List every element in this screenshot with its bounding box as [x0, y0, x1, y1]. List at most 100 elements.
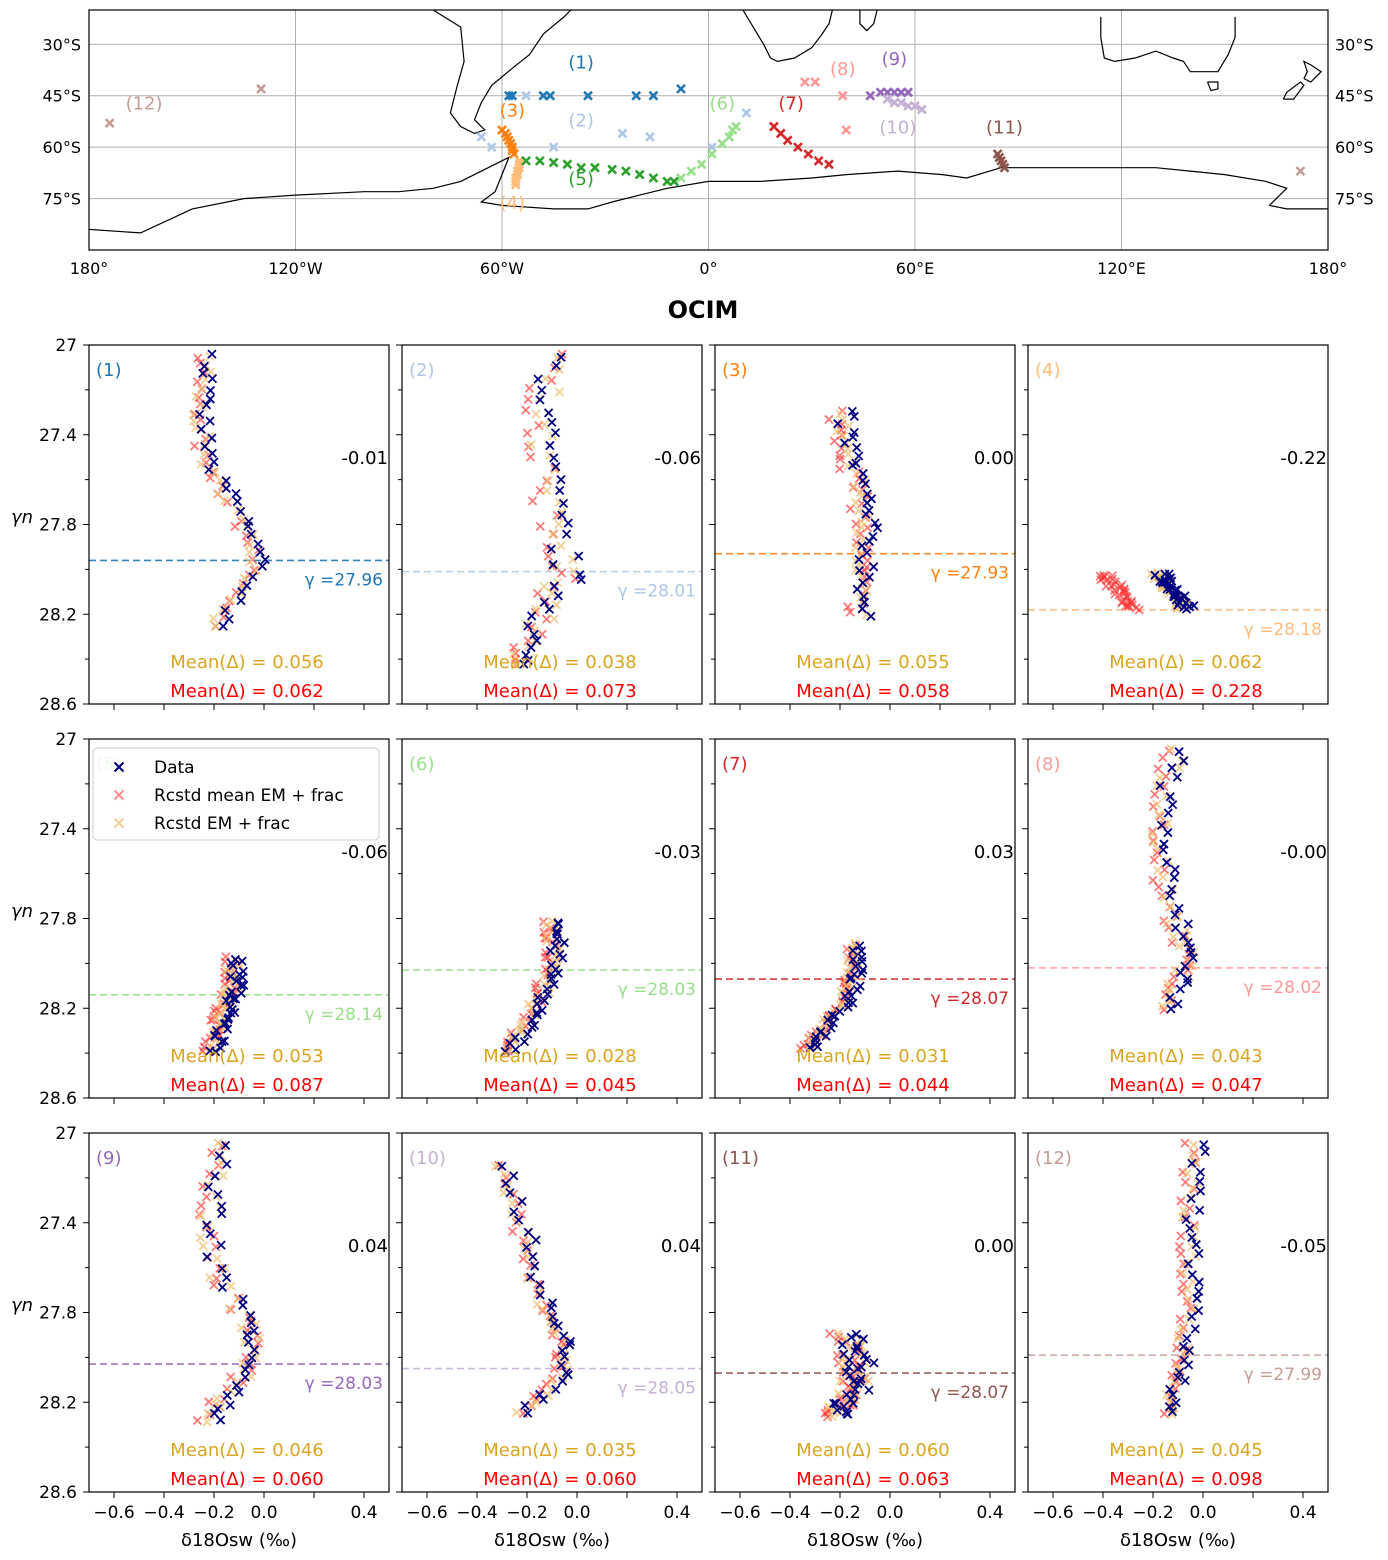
- map-station-marker: [731, 121, 741, 132]
- panel-7: (7) 0.03 γ =28.07 Mean(Δ) = 0.031 Mean(Δ) = …: [709, 738, 1016, 1104]
- scatter-point: [846, 1332, 856, 1342]
- scatter-point: [1186, 1194, 1196, 1204]
- scatter-point: [1180, 1177, 1191, 1187]
- x-tick-label: −0.4: [143, 1503, 184, 1523]
- scatter-point: [550, 465, 560, 475]
- scatter-point: [218, 1171, 228, 1181]
- scatter-point: [1191, 1239, 1201, 1250]
- scatter-point: [530, 1261, 540, 1271]
- panel-11: −0.6 −0.4 −0.2 0.0 0.4 δ18Osw (‰) (11) 0.00 γ =2…: [709, 1132, 1016, 1551]
- scatter-point: [204, 1397, 214, 1407]
- map-section-label: (10): [879, 117, 916, 138]
- scatter-point: [551, 1349, 562, 1359]
- scatter-point: [539, 597, 549, 607]
- x-tick-label: 0.0: [250, 1503, 277, 1523]
- scatter-point: [1194, 1286, 1204, 1296]
- scatter-point: [851, 497, 861, 508]
- scatter-point: [854, 554, 864, 565]
- scatter-point: [1184, 1346, 1195, 1356]
- slope-value: 0.03: [974, 842, 1014, 863]
- scatter-point: [848, 945, 858, 956]
- map-station-marker: [999, 162, 1010, 173]
- panel-4: (4) -0.22 γ =28.18 Mean(Δ) = 0.062 Mean(Δ) =…: [1022, 344, 1329, 710]
- map-lon-label: 60°E: [896, 259, 934, 278]
- scatter-point: [848, 432, 858, 442]
- scatter-point: [1158, 872, 1168, 882]
- scatter-point: [833, 419, 843, 429]
- scatter-point: [533, 374, 543, 384]
- scatter-point: [862, 548, 872, 558]
- map-station-marker: [803, 149, 814, 159]
- scatter-point: [1190, 1324, 1200, 1334]
- scatter-point: [1170, 923, 1181, 933]
- panel-plot-area: [1028, 744, 1328, 1015]
- x-axis-label: δ18Osw (‰): [494, 1530, 610, 1551]
- y-axis-label: γn: [11, 507, 33, 528]
- map-station-marker: [476, 131, 487, 142]
- scatter-point: [240, 1364, 250, 1375]
- x-tick-label: −0.6: [1032, 1503, 1073, 1523]
- x-tick-label: −0.4: [769, 1503, 810, 1523]
- scatter-point: [1189, 1148, 1199, 1158]
- scatter-point: [833, 1328, 843, 1339]
- scatter-point: [246, 1318, 256, 1328]
- slope-value: 0.00: [974, 1236, 1014, 1257]
- scatter-point: [526, 440, 536, 450]
- scatter-point: [805, 1042, 815, 1053]
- scatter-point: [1163, 827, 1173, 838]
- map-section-label: (3): [500, 100, 526, 121]
- map-station-marker: [548, 142, 559, 153]
- scatter-point: [535, 395, 545, 405]
- scatter-point: [1167, 1407, 1178, 1417]
- scatter-point: [543, 475, 553, 486]
- scatter-point: [1185, 1203, 1195, 1214]
- scatter-point: [1159, 893, 1169, 903]
- scatter-point: [1165, 792, 1175, 802]
- scatter-point: [1153, 764, 1163, 774]
- map-station-marker: [507, 90, 518, 101]
- x-tick-label: −0.2: [506, 1503, 547, 1523]
- scatter-point: [208, 613, 218, 624]
- scatter-point: [204, 464, 214, 475]
- scatter-point: [1154, 882, 1164, 892]
- scatter-point: [249, 1326, 259, 1336]
- scatter-point: [202, 1252, 212, 1262]
- scatter-point: [839, 438, 850, 448]
- map-lat-label-right: 45°S: [1335, 87, 1374, 106]
- scatter-point: [543, 1391, 554, 1401]
- map-station-marker: [775, 128, 786, 139]
- scatter-point: [869, 1358, 879, 1368]
- map-lat-label-left: 75°S: [42, 190, 81, 209]
- scatter-point: [1178, 1341, 1189, 1352]
- scatter-point: [201, 1192, 212, 1202]
- scatter-point: [868, 562, 879, 572]
- scatter-point: [547, 417, 557, 427]
- scatter-point: [523, 621, 533, 631]
- y-tick-label: 27.8: [39, 1304, 77, 1324]
- scatter-point: [537, 1304, 548, 1314]
- scatter-point: [207, 373, 218, 384]
- scatter-point: [524, 383, 534, 393]
- scatter-point: [211, 1273, 222, 1284]
- map-frame: [88, 9, 1329, 251]
- panel-plot-area: [89, 952, 389, 1057]
- scatter-point: [556, 568, 567, 578]
- scatter-point: [225, 1372, 236, 1382]
- panel-9: 27 27.4 27.8 28.2 28.6 γn −0.6 −0.4 −0.2 0.0 0.4 δ1…: [11, 1124, 390, 1551]
- panel-grid: 27 27.4 27.8 28.2 28.6 γn (1) -0.01 γ =27.96 Mean…: [11, 336, 1329, 1551]
- scatter-point: [210, 1031, 220, 1041]
- map-lon-label: 120°E: [1097, 259, 1146, 278]
- series-data: [500, 918, 569, 1057]
- scatter-point: [214, 1151, 224, 1161]
- scatter-point: [832, 1405, 842, 1415]
- gamma-label: γ =27.93: [931, 564, 1009, 584]
- scatter-point: [545, 946, 556, 956]
- scatter-point: [812, 1042, 823, 1052]
- scatter-point: [220, 1263, 230, 1273]
- scatter-point: [508, 649, 518, 659]
- scatter-point: [1172, 772, 1182, 782]
- scatter-point: [219, 496, 230, 506]
- map-lon-label: 180°: [70, 259, 109, 278]
- scatter-point: [1180, 1138, 1190, 1148]
- panel-frame: [1027, 1132, 1329, 1493]
